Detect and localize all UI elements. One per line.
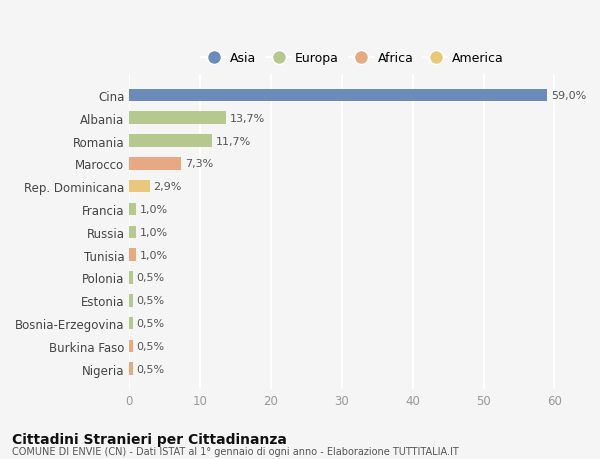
Bar — [130, 135, 212, 147]
Text: 7,3%: 7,3% — [185, 159, 213, 169]
Bar — [130, 363, 133, 375]
Text: 11,7%: 11,7% — [216, 136, 251, 146]
Bar — [130, 340, 133, 353]
Bar — [130, 317, 133, 330]
Text: 1,0%: 1,0% — [140, 205, 168, 214]
Bar — [130, 90, 547, 102]
Text: Cittadini Stranieri per Cittadinanza: Cittadini Stranieri per Cittadinanza — [12, 432, 287, 446]
Text: 0,5%: 0,5% — [136, 319, 164, 328]
Bar — [130, 294, 133, 307]
Text: 1,0%: 1,0% — [140, 250, 168, 260]
Bar — [130, 272, 133, 284]
Bar — [130, 226, 136, 239]
Bar — [130, 203, 136, 216]
Text: 13,7%: 13,7% — [230, 113, 265, 123]
Text: 1,0%: 1,0% — [140, 227, 168, 237]
Bar — [130, 158, 181, 170]
Text: 0,5%: 0,5% — [136, 273, 164, 283]
Text: 0,5%: 0,5% — [136, 296, 164, 306]
Bar — [130, 249, 136, 261]
Text: 0,5%: 0,5% — [136, 341, 164, 351]
Bar — [130, 180, 150, 193]
Text: COMUNE DI ENVIE (CN) - Dati ISTAT al 1° gennaio di ogni anno - Elaborazione TUTT: COMUNE DI ENVIE (CN) - Dati ISTAT al 1° … — [12, 447, 459, 456]
Legend: Asia, Europa, Africa, America: Asia, Europa, Africa, America — [196, 47, 509, 70]
Bar — [130, 112, 226, 125]
Text: 59,0%: 59,0% — [551, 91, 586, 101]
Text: 0,5%: 0,5% — [136, 364, 164, 374]
Text: 2,9%: 2,9% — [154, 182, 182, 192]
